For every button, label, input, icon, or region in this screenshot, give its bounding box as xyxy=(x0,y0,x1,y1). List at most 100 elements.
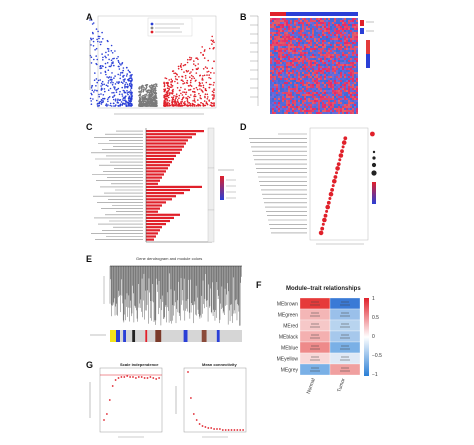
bar xyxy=(146,136,192,139)
color-scale xyxy=(364,298,369,376)
module-color-segment xyxy=(161,330,184,342)
dot xyxy=(330,188,334,192)
bar xyxy=(146,192,184,195)
module-trait-cell xyxy=(299,308,331,321)
connectivity-point xyxy=(213,428,216,430)
connectivity-point xyxy=(221,429,224,431)
dot xyxy=(320,226,325,231)
bar xyxy=(146,130,204,133)
scale-point xyxy=(129,376,131,378)
panel-e: E Gene dendrogram and module colors xyxy=(84,254,246,354)
module-label: MEred xyxy=(283,324,298,330)
trait-label: Tumor xyxy=(336,377,347,393)
module-color-segment xyxy=(147,330,156,342)
dot xyxy=(335,166,340,171)
connectivity-point xyxy=(216,428,218,430)
volcano-plot xyxy=(89,15,217,115)
connectivity-point xyxy=(236,429,239,431)
scale-point xyxy=(111,385,114,387)
scale-point xyxy=(117,377,120,379)
soft-threshold-plots xyxy=(89,367,247,438)
scale-point xyxy=(114,379,117,381)
panel-e-title: Gene dendrogram and module colors xyxy=(136,256,203,261)
connectivity-point xyxy=(201,425,204,427)
dot xyxy=(370,131,375,137)
dot xyxy=(333,175,338,179)
scale-point xyxy=(132,376,134,378)
bar xyxy=(146,157,174,161)
module-color-segment xyxy=(206,330,217,342)
dot xyxy=(325,209,329,213)
scale-point xyxy=(149,376,152,378)
bar xyxy=(146,148,182,151)
panel-f-label: F xyxy=(256,280,262,290)
bar xyxy=(146,188,190,192)
module-trait-cell xyxy=(299,297,331,310)
bar xyxy=(146,142,186,145)
dot xyxy=(326,200,331,205)
scale-tick: 1 xyxy=(372,296,375,302)
module-trait-cell xyxy=(329,352,361,365)
dot xyxy=(325,204,330,210)
bar xyxy=(146,182,158,185)
panel-d-label: D xyxy=(240,122,247,132)
bar xyxy=(146,219,170,223)
module-color-segment xyxy=(126,330,133,342)
module-color-segment xyxy=(110,330,116,342)
panel-g: G Scale independence Mean connectivity xyxy=(84,356,250,440)
panel-e-label: E xyxy=(86,254,93,264)
module-color-segment xyxy=(145,330,148,342)
bar xyxy=(146,161,172,164)
bar xyxy=(146,223,166,226)
connectivity-point xyxy=(190,397,192,399)
scale-point xyxy=(152,377,155,379)
module-label: MEblue xyxy=(281,346,298,352)
module-color-segment xyxy=(183,330,188,342)
connectivity-point xyxy=(224,429,227,431)
module-color-segment xyxy=(155,330,162,342)
module-color-segment xyxy=(187,330,202,342)
go-bar-chart xyxy=(91,127,236,243)
bar xyxy=(146,173,164,176)
dot xyxy=(318,230,324,236)
panel-d: D xyxy=(240,122,386,252)
bar xyxy=(146,139,188,142)
module-color-segment xyxy=(201,330,207,342)
module-label: MEgreen xyxy=(278,313,299,319)
connectivity-point xyxy=(187,371,189,373)
bar xyxy=(146,167,168,170)
panel-b-label: B xyxy=(240,12,247,22)
connectivity-point xyxy=(219,428,221,430)
dot xyxy=(338,158,342,162)
module-color-segment xyxy=(120,330,124,342)
panel-c-label: C xyxy=(86,122,93,132)
module-label: MEbrown xyxy=(277,302,298,308)
bar xyxy=(146,213,180,216)
module-trait-title: Module–trait relationships xyxy=(286,286,361,292)
module-label: MEgrey xyxy=(281,368,299,374)
bar xyxy=(146,238,154,241)
module-trait-cell xyxy=(329,308,361,321)
scale-point xyxy=(146,377,149,379)
scale-point xyxy=(158,377,160,379)
panel-g-label: G xyxy=(86,360,94,370)
module-trait-heatmap: MEbrown MEgreen MEred MEblack MEblue MEyellow… xyxy=(277,296,382,394)
dot xyxy=(336,162,341,166)
dot xyxy=(328,191,334,197)
connectivity-point xyxy=(204,426,207,428)
bar xyxy=(146,229,160,232)
bar xyxy=(146,145,184,148)
volcano-legend xyxy=(147,17,193,37)
dot xyxy=(343,136,348,141)
bar xyxy=(146,204,162,207)
scale-tick: 0.5 xyxy=(372,315,379,321)
bar xyxy=(146,195,176,198)
scale-point xyxy=(135,377,137,379)
scale-point xyxy=(140,376,143,378)
scale-independence-title: Scale independence xyxy=(120,362,159,367)
scale-point xyxy=(123,376,126,378)
dot xyxy=(322,217,327,223)
connectivity-point xyxy=(210,427,213,429)
scale-point xyxy=(108,399,111,401)
bar xyxy=(146,235,156,238)
